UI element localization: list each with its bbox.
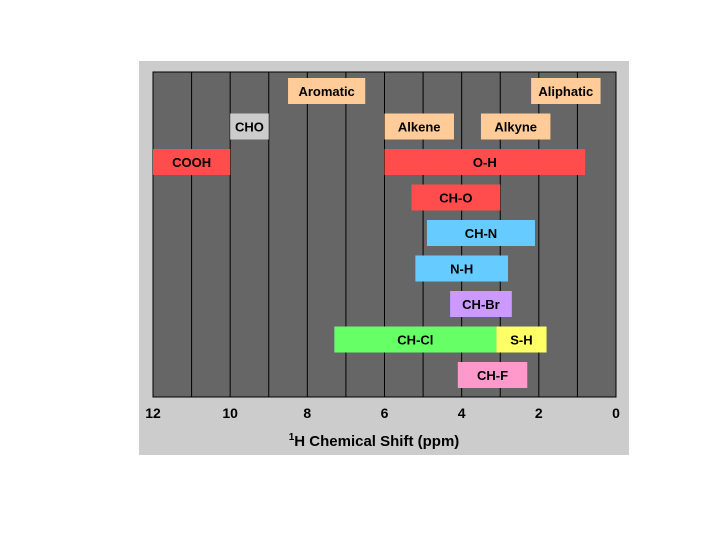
- range-bar-rect: [153, 149, 231, 175]
- range-bar-label: Aliphatic: [538, 84, 593, 99]
- range-bar-rect: [384, 113, 454, 140]
- x-tick-label: 8: [303, 405, 311, 421]
- range-bar-label: CH-Br: [462, 297, 500, 312]
- range-bar-rect: [415, 255, 508, 282]
- range-bar-label: CH-N: [465, 226, 498, 241]
- range-bar-o-h: O-H: [384, 149, 586, 175]
- range-bar-ch-cl: CH-Cl: [334, 326, 497, 353]
- x-axis-title: 1H Chemical Shift (ppm): [289, 432, 460, 450]
- range-bar-s-h: S-H: [496, 326, 547, 353]
- range-bar-label: Alkyne: [494, 120, 537, 135]
- range-bar-label: CH-F: [477, 368, 508, 383]
- range-bar-rect: [457, 362, 528, 388]
- range-bar-rect: [288, 78, 366, 104]
- range-bars: Aromatic Aliphatic CHO Alkene Alkyne COOH O-H C…: [153, 78, 601, 388]
- range-bar-rect: [426, 220, 535, 246]
- range-bar-ch-n: CH-N: [426, 220, 535, 246]
- range-bar-ch-o: CH-O: [411, 184, 501, 211]
- range-bar-rect: [230, 113, 269, 140]
- range-bar-rect: [480, 113, 551, 140]
- range-bar-aromatic: Aromatic: [288, 78, 366, 104]
- range-bar-cho: CHO: [230, 113, 269, 140]
- range-bar-ch-br: CH-Br: [450, 291, 512, 317]
- range-bar-label: COOH: [172, 155, 211, 170]
- range-bar-rect: [411, 184, 501, 211]
- range-bar-rect: [496, 326, 547, 353]
- range-bar-aliphatic: Aliphatic: [531, 78, 601, 104]
- range-bar-rect: [450, 291, 512, 317]
- x-tick-label: 0: [612, 405, 620, 421]
- x-tick-label: 6: [381, 405, 389, 421]
- range-bar-cooh: COOH: [153, 149, 231, 175]
- range-bar-label: S-H: [510, 333, 532, 348]
- range-bar-alkyne: Alkyne: [480, 113, 551, 140]
- range-bar-label: CHO: [235, 120, 264, 135]
- plot-border: [152, 71, 617, 398]
- range-bar-label: O-H: [473, 155, 497, 170]
- range-bar-n-h: N-H: [415, 255, 508, 282]
- range-bar-label: CH-O: [439, 191, 472, 206]
- range-bar-alkene: Alkene: [384, 113, 454, 140]
- range-bar-rect: [334, 326, 497, 353]
- range-bar-ch-f: CH-F: [457, 362, 528, 388]
- range-bar-label: Aromatic: [298, 84, 354, 99]
- x-tick-label: 12: [145, 405, 161, 421]
- range-bar-label: N-H: [450, 262, 473, 277]
- range-bar-rect: [531, 78, 601, 104]
- x-tick-labels: 12 10 8 6 4 2 0: [145, 405, 620, 421]
- x-tick-label: 10: [222, 405, 238, 421]
- range-bar-rect: [384, 149, 586, 175]
- range-bar-label: Alkene: [398, 120, 441, 135]
- range-bar-label: CH-Cl: [397, 333, 433, 348]
- x-tick-label: 2: [535, 405, 543, 421]
- x-tick-label: 4: [458, 405, 466, 421]
